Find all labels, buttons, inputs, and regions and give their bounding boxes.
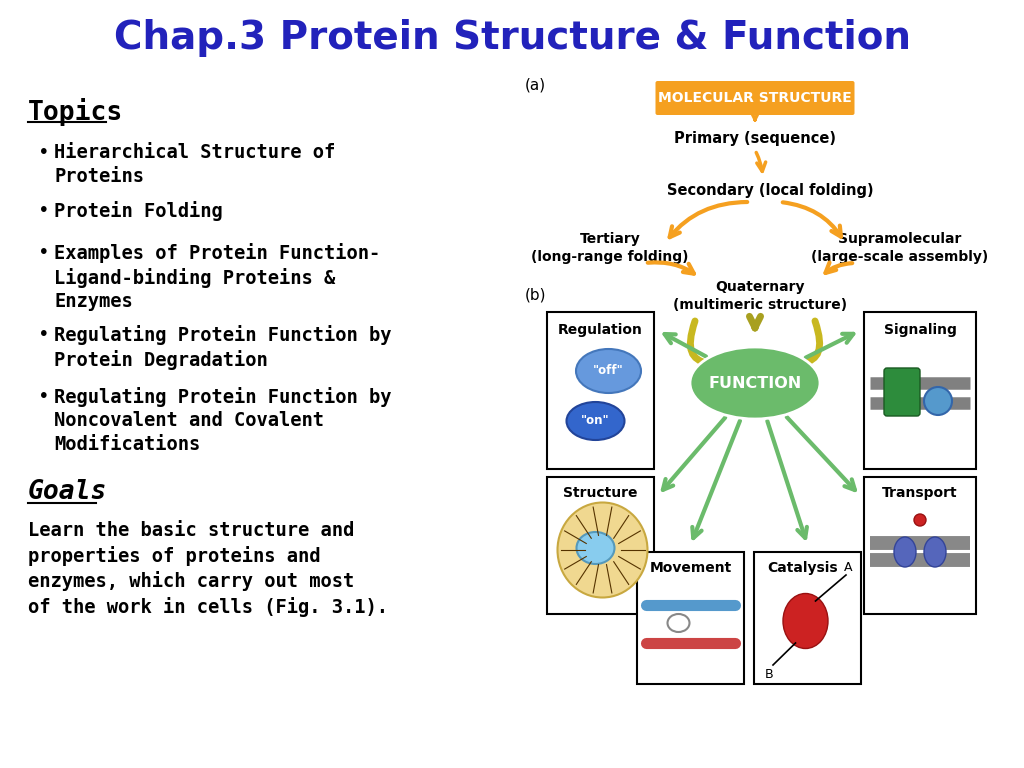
Text: •: •	[38, 143, 50, 162]
Text: •: •	[38, 201, 50, 220]
FancyBboxPatch shape	[547, 477, 654, 614]
Text: •: •	[38, 387, 50, 406]
Text: Learn the basic structure and
properties of proteins and
enzymes, which carry ou: Learn the basic structure and properties…	[28, 521, 388, 617]
Text: Goals: Goals	[28, 479, 108, 505]
Text: •: •	[38, 243, 50, 262]
Text: Signaling: Signaling	[884, 323, 956, 337]
Ellipse shape	[924, 387, 952, 415]
Text: Primary (sequence): Primary (sequence)	[674, 131, 836, 145]
FancyBboxPatch shape	[864, 312, 976, 469]
Text: Transport: Transport	[883, 486, 957, 500]
Text: (a): (a)	[525, 78, 546, 93]
Ellipse shape	[914, 514, 926, 526]
FancyBboxPatch shape	[637, 552, 744, 684]
Text: Examples of Protein Function-
Ligand-binding Proteins &
Enzymes: Examples of Protein Function- Ligand-bin…	[54, 243, 380, 311]
Text: Catalysis: Catalysis	[767, 561, 838, 575]
Ellipse shape	[575, 349, 641, 393]
Text: Quaternary
(multimeric structure): Quaternary (multimeric structure)	[673, 280, 847, 312]
Ellipse shape	[783, 594, 828, 648]
Text: •: •	[38, 325, 50, 344]
Text: "on": "on"	[582, 415, 610, 428]
Ellipse shape	[690, 347, 820, 419]
Ellipse shape	[894, 537, 916, 567]
FancyBboxPatch shape	[864, 477, 976, 614]
Text: MOLECULAR STRUCTURE: MOLECULAR STRUCTURE	[658, 91, 852, 105]
Text: Hierarchical Structure of
Proteins: Hierarchical Structure of Proteins	[54, 143, 335, 186]
Text: Chap.3 Protein Structure & Function: Chap.3 Protein Structure & Function	[114, 19, 910, 57]
Text: Regulation: Regulation	[558, 323, 643, 337]
Ellipse shape	[924, 537, 946, 567]
FancyBboxPatch shape	[655, 81, 854, 115]
Ellipse shape	[557, 502, 647, 598]
Ellipse shape	[566, 402, 625, 440]
Text: Movement: Movement	[649, 561, 731, 575]
Text: "off": "off"	[593, 365, 624, 378]
Text: Secondary (local folding): Secondary (local folding)	[667, 183, 873, 197]
Text: FUNCTION: FUNCTION	[709, 376, 802, 390]
FancyBboxPatch shape	[547, 312, 654, 469]
Text: (b): (b)	[525, 288, 547, 303]
Text: Regulating Protein Function by
Noncovalent and Covalent
Modifications: Regulating Protein Function by Noncovale…	[54, 387, 391, 454]
FancyBboxPatch shape	[884, 368, 920, 416]
Text: B: B	[765, 668, 773, 681]
FancyBboxPatch shape	[754, 552, 861, 684]
Ellipse shape	[577, 532, 614, 564]
Text: Regulating Protein Function by
Protein Degradation: Regulating Protein Function by Protein D…	[54, 325, 391, 370]
Text: Supramolecular
(large-scale assembly): Supramolecular (large-scale assembly)	[811, 233, 988, 263]
Text: Topics: Topics	[28, 98, 123, 126]
Ellipse shape	[668, 614, 689, 632]
Text: Tertiary
(long-range folding): Tertiary (long-range folding)	[531, 233, 689, 263]
Text: Structure: Structure	[563, 486, 638, 500]
Text: Protein Folding: Protein Folding	[54, 201, 223, 221]
Text: A: A	[844, 561, 852, 574]
